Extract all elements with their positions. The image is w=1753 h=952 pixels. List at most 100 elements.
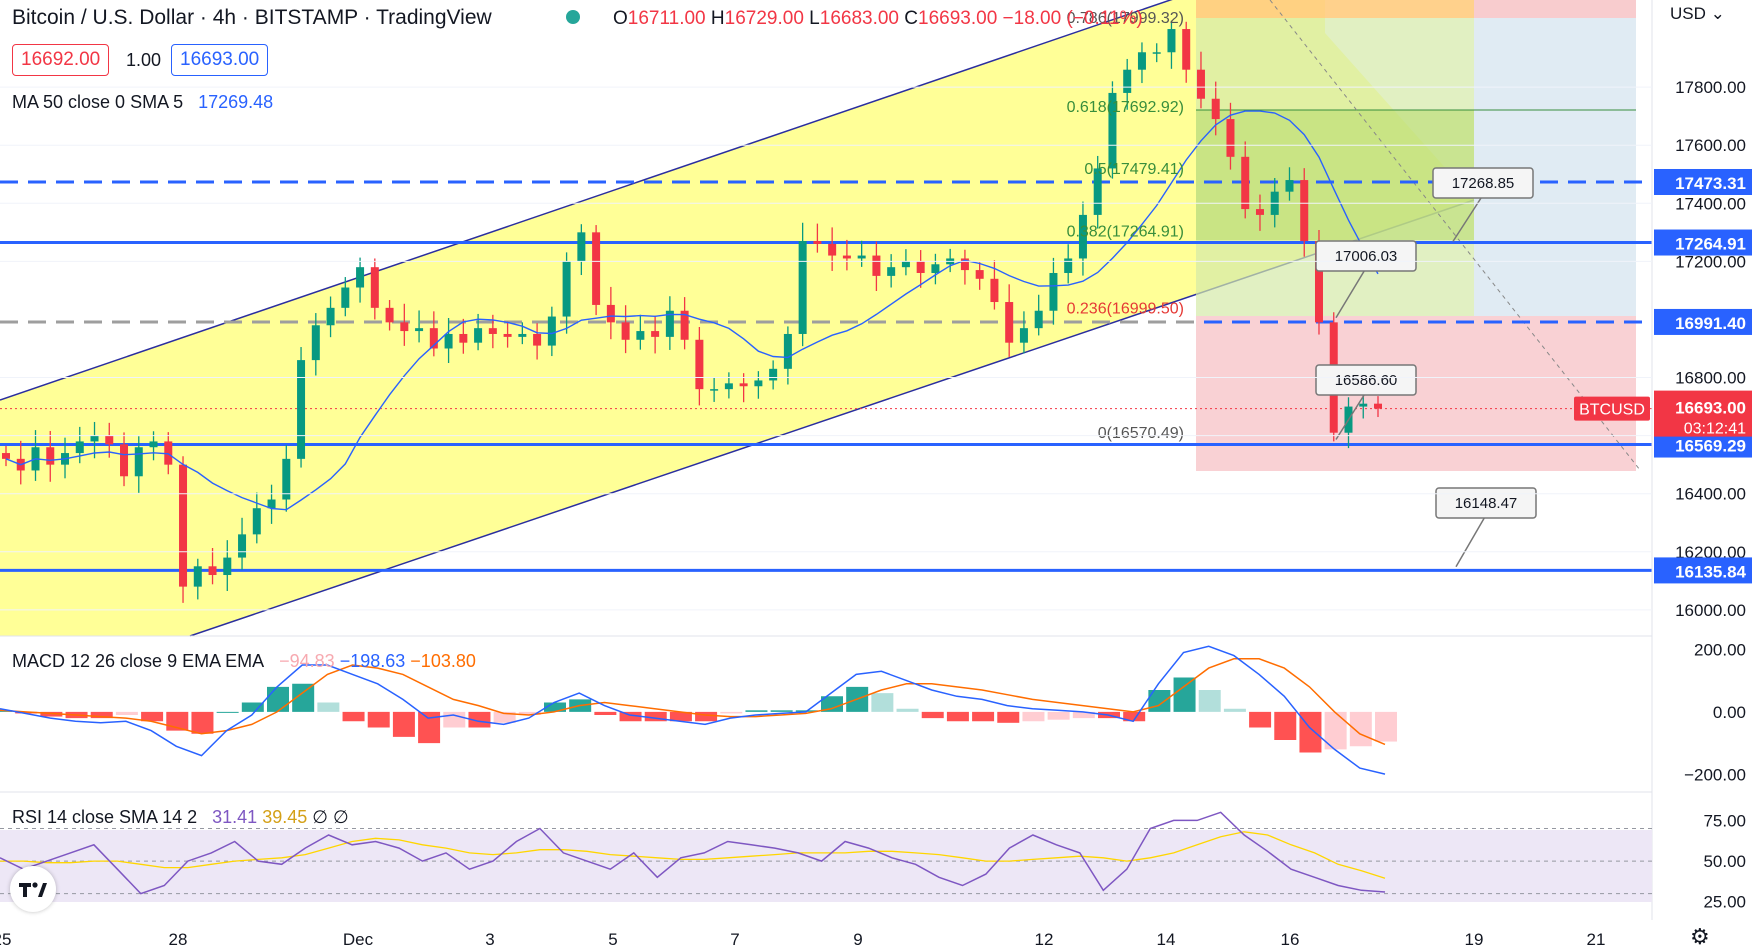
candle[interactable]: [960, 258, 969, 271]
candle[interactable]: [1093, 168, 1102, 215]
candle[interactable]: [444, 333, 453, 349]
candle[interactable]: [651, 331, 660, 337]
candle[interactable]: [1374, 403, 1382, 409]
fib-level-label[interactable]: 0.5(17479.41): [1084, 161, 1184, 178]
fib-level-label[interactable]: 0.236(16999.50): [1067, 301, 1184, 318]
candle[interactable]: [562, 261, 571, 317]
candle[interactable]: [1285, 180, 1294, 192]
ma-legend[interactable]: MA 50 close 0 SMA 5 17269.48: [12, 92, 274, 112]
fib-level-label[interactable]: 0.382(17264.91): [1067, 224, 1184, 241]
macd-line[interactable]: [0, 645, 1386, 775]
candle[interactable]: [695, 339, 704, 390]
candle[interactable]: [547, 316, 556, 346]
candle[interactable]: [90, 435, 99, 442]
macd-legend[interactable]: MACD 12 26 close 9 EMA EMA −94.83 −198.6…: [12, 651, 476, 671]
market-status-icon[interactable]: [566, 10, 580, 24]
candle[interactable]: [533, 333, 542, 346]
candle[interactable]: [105, 435, 114, 445]
candle[interactable]: [916, 261, 925, 273]
candle[interactable]: [238, 534, 247, 558]
candle[interactable]: [1211, 98, 1220, 120]
candle[interactable]: [1255, 209, 1264, 215]
candle[interactable]: [828, 243, 837, 256]
candle[interactable]: [1137, 52, 1146, 70]
ma-50-line[interactable]: [5, 110, 1379, 511]
currency-selector[interactable]: USD ⌄: [1670, 4, 1725, 23]
candle[interactable]: [282, 458, 291, 500]
candle[interactable]: [1314, 241, 1323, 323]
candle[interactable]: [1226, 119, 1235, 157]
rsi-line[interactable]: [0, 811, 1386, 895]
candle[interactable]: [341, 287, 350, 308]
candle[interactable]: [1064, 258, 1073, 273]
target-zone-right[interactable]: [1474, 18, 1636, 316]
candle[interactable]: [1167, 29, 1176, 53]
candle[interactable]: [857, 255, 866, 259]
fib-level-label[interactable]: 0.786(17999.32): [1067, 10, 1184, 27]
parallel-channel[interactable]: [0, 0, 1474, 636]
candle[interactable]: [429, 328, 438, 349]
candle[interactable]: [931, 264, 940, 273]
candle[interactable]: [1019, 328, 1028, 343]
candle[interactable]: [1034, 310, 1043, 329]
candle[interactable]: [1359, 403, 1368, 407]
tradingview-logo[interactable]: [10, 866, 56, 912]
candle[interactable]: [326, 307, 335, 326]
buy-price-button[interactable]: 16693.00: [171, 44, 269, 76]
price-callout[interactable]: [1315, 240, 1417, 272]
candle[interactable]: [754, 380, 763, 387]
candle[interactable]: [724, 383, 733, 390]
candle[interactable]: [193, 566, 202, 587]
candle[interactable]: [488, 328, 497, 334]
candle[interactable]: [887, 267, 896, 276]
last-price-tag[interactable]: [1654, 390, 1752, 437]
candle[interactable]: [901, 261, 910, 268]
symbol-title[interactable]: Bitcoin / U.S. Dollar · 4h · BITSTAMP · …: [12, 6, 492, 29]
candle[interactable]: [179, 464, 188, 587]
candle[interactable]: [223, 557, 232, 576]
candle[interactable]: [120, 444, 129, 477]
candle[interactable]: [1152, 52, 1161, 54]
candle[interactable]: [665, 310, 674, 337]
candle[interactable]: [518, 333, 527, 337]
candle[interactable]: [990, 278, 999, 303]
candle[interactable]: [813, 241, 822, 244]
candle[interactable]: [164, 441, 173, 465]
candle[interactable]: [872, 255, 881, 276]
candle[interactable]: [75, 441, 84, 454]
candle[interactable]: [975, 270, 984, 279]
candle[interactable]: [739, 383, 748, 387]
rsi-sma-line[interactable]: [0, 831, 1386, 879]
candle[interactable]: [356, 267, 365, 288]
candle[interactable]: [1078, 214, 1087, 259]
level-price-tag[interactable]: [1654, 308, 1752, 335]
candle[interactable]: [783, 333, 792, 369]
candle[interactable]: [385, 307, 394, 323]
candle[interactable]: [577, 232, 586, 262]
candle[interactable]: [1049, 272, 1058, 311]
stop-zone-top-right[interactable]: [1474, 0, 1636, 18]
candle[interactable]: [1108, 92, 1117, 169]
level-price-tag[interactable]: [1654, 168, 1752, 195]
candle[interactable]: [1196, 69, 1205, 99]
candle[interactable]: [1005, 302, 1014, 343]
candle[interactable]: [370, 267, 379, 308]
candle[interactable]: [134, 447, 143, 477]
candle[interactable]: [606, 304, 615, 323]
candle[interactable]: [267, 499, 276, 509]
sell-price-button[interactable]: 16692.00: [12, 44, 110, 76]
price-callout[interactable]: [1435, 487, 1537, 519]
fib-level-label[interactable]: 0.618(17692.92): [1067, 99, 1184, 116]
candle[interactable]: [680, 310, 689, 340]
candle[interactable]: [621, 322, 630, 340]
rsi-legend[interactable]: RSI 14 close SMA 14 2 31.41 39.45 ∅ ∅: [12, 807, 349, 827]
candle[interactable]: [1182, 29, 1191, 70]
candle[interactable]: [208, 566, 217, 576]
candle[interactable]: [400, 322, 409, 332]
price-callout[interactable]: [1432, 167, 1534, 199]
level-price-tag[interactable]: [1654, 229, 1752, 256]
candle[interactable]: [2, 453, 10, 459]
fib-level-label[interactable]: 0(16570.49): [1098, 425, 1184, 442]
candle[interactable]: [1123, 69, 1132, 93]
candle[interactable]: [46, 447, 55, 465]
